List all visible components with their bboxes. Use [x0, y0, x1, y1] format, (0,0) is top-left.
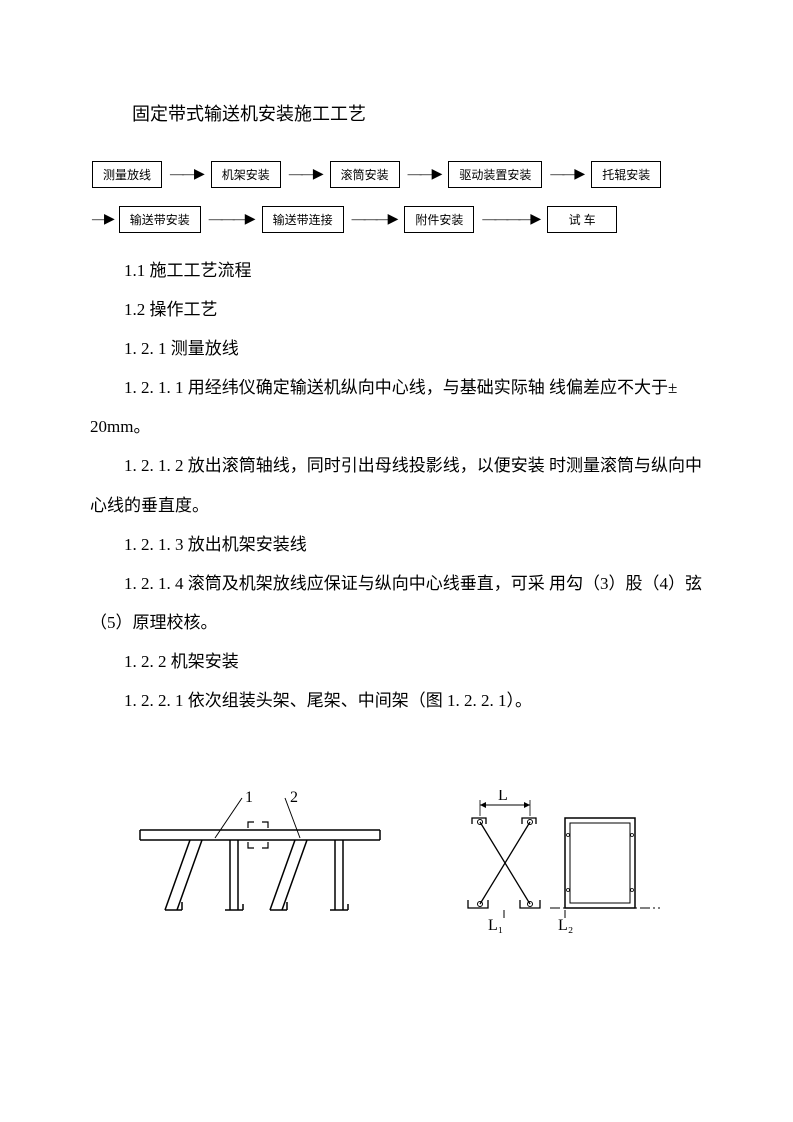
arrow-icon: —▶ — [92, 211, 119, 228]
flow-box: 测量放线 — [92, 161, 162, 188]
paragraph: 1. 2. 1. 2 放出滚筒轴线，同时引出母线投影线，以便安装 时测量滚筒与纵… — [90, 446, 703, 524]
flow-box: 驱动装置安装 — [448, 161, 542, 188]
diagram-label-l1: L₁ — [488, 917, 503, 934]
flow-box: 机架安装 — [211, 161, 281, 188]
paragraph: 1. 2. 1. 1 用经纬仪确定输送机纵向中心线，与基础实际轴 线偏差应不大于… — [90, 368, 703, 446]
flow-box: 托辊安装 — [591, 161, 661, 188]
diagram-label-1: 1 — [245, 790, 253, 806]
paragraph: 1. 2. 1. 4 滚筒及机架放线应保证与纵向中心线垂直，可采 用勾（3）股（… — [90, 564, 703, 642]
section-heading: 1. 2. 1 测量放线 — [90, 329, 703, 368]
frame-diagram-right: L L₁ L₂ — [460, 790, 690, 950]
flow-row-1: 测量放线 ——▶ 机架安装 ——▶ 滚筒安装 ——▶ 驱动装置安装 ——▶ 托辊… — [90, 161, 703, 188]
diagram-label-2: 2 — [290, 790, 298, 806]
arrow-icon: ———▶ — [344, 211, 405, 228]
arrow-icon: ——▶ — [281, 166, 330, 183]
flow-row-2: —▶ 输送带安装 ———▶ 输送带连接 ———▶ 附件安装 ————▶ 试 车 — [90, 206, 703, 233]
arrow-icon: ——▶ — [542, 166, 591, 183]
section-heading: 1. 2. 2 机架安装 — [90, 642, 703, 681]
arrow-icon: ———▶ — [201, 211, 262, 228]
paragraph: 1. 2. 1. 3 放出机架安装线 — [90, 525, 703, 564]
flow-box: 滚筒安装 — [330, 161, 400, 188]
section-heading: 1.1 施工工艺流程 — [90, 251, 703, 290]
arrow-icon: ————▶ — [474, 211, 547, 228]
diagram-label-l: L — [498, 790, 508, 804]
paragraph: 1. 2. 2. 1 依次组装头架、尾架、中间架（图 1. 2. 2. 1）。 — [90, 681, 703, 720]
section-heading: 1.2 操作工艺 — [90, 290, 703, 329]
flowchart: 测量放线 ——▶ 机架安装 ——▶ 滚筒安装 ——▶ 驱动装置安装 ——▶ 托辊… — [90, 161, 703, 233]
diagram-label-l2: L₂ — [558, 917, 573, 934]
flow-box: 输送带安装 — [119, 206, 201, 233]
flow-box: 试 车 — [547, 206, 617, 233]
arrow-icon: ——▶ — [162, 166, 211, 183]
document-title: 固定带式输送机安装施工工艺 — [132, 100, 703, 126]
flow-box: 附件安装 — [404, 206, 474, 233]
flow-box: 输送带连接 — [262, 206, 344, 233]
document-body: 1.1 施工工艺流程 1.2 操作工艺 1. 2. 1 测量放线 1. 2. 1… — [90, 251, 703, 720]
arrow-icon: ——▶ — [400, 166, 449, 183]
frame-diagram-left: 1 2 — [130, 790, 390, 940]
diagram-area: 1 2 L L₁ — [90, 790, 703, 950]
